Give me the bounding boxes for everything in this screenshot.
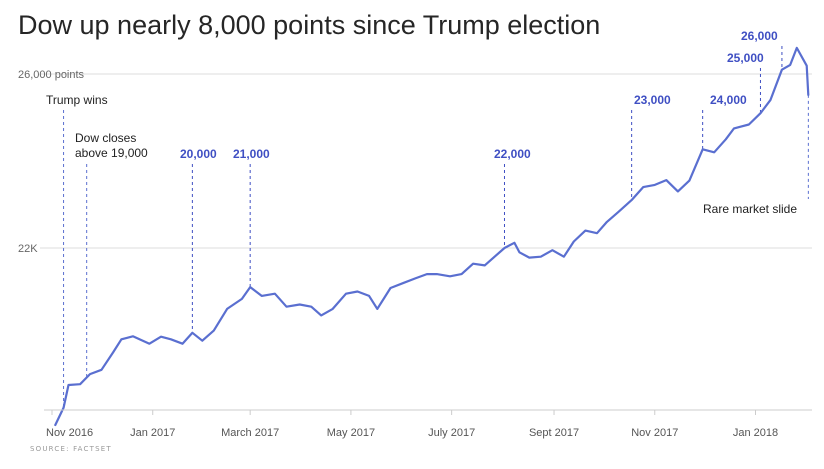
x-tick-label: May 2017: [327, 427, 375, 439]
annotation-label: Dow closes: [75, 131, 136, 145]
annotation-label: 24,000: [710, 93, 747, 107]
source-note: SOURCE: FACTSET: [30, 445, 112, 453]
annotation-label: Rare market slide: [703, 202, 797, 216]
annotation-label: 20,000: [180, 147, 217, 161]
x-tick-label: Jan 2017: [130, 427, 175, 439]
x-tick-label: March 2017: [221, 427, 279, 439]
x-tick-label: July 2017: [428, 427, 475, 439]
annotation-label: above 19,000: [75, 146, 148, 160]
annotation-label: 23,000: [634, 93, 671, 107]
annotation-label: Trump wins: [46, 93, 108, 107]
x-tick-label: Nov 2016: [46, 427, 93, 439]
annotation-label: 21,000: [233, 147, 270, 161]
y-tick-label: 26,000 points: [18, 69, 85, 81]
annotation-label: 26,000: [741, 29, 778, 43]
chart-title: Dow up nearly 8,000 points since Trump e…: [18, 10, 601, 40]
y-tick-label: 22K: [18, 243, 38, 255]
axis-layer: Nov 2016 Jan 2017 March 2017 May 2017 July 2…: [44, 409, 812, 439]
x-tick-label: Nov 2017: [631, 427, 678, 439]
annotation-label: 25,000: [727, 51, 764, 65]
series-layer: [54, 46, 810, 427]
x-tick-label: Jan 2018: [733, 427, 778, 439]
x-tick-label: Sept 2017: [529, 427, 579, 439]
annotation-label: 22,000: [494, 147, 531, 161]
grid-layer: 26,000 points 22K: [18, 69, 812, 255]
dow-series-line: [54, 46, 810, 427]
